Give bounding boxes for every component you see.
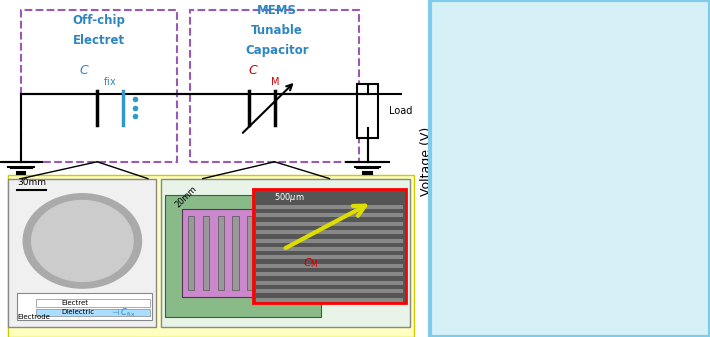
- Text: $C$: $C$: [248, 64, 259, 77]
- Bar: [256, 247, 403, 251]
- Bar: [256, 298, 403, 302]
- Bar: [256, 255, 403, 259]
- Text: 30mm: 30mm: [17, 178, 46, 187]
- Bar: [36, 309, 150, 316]
- Bar: [256, 281, 403, 285]
- Bar: [17, 293, 152, 320]
- Bar: [165, 195, 321, 317]
- Text: $\mathrm{M}$: $\mathrm{M}$: [270, 75, 279, 87]
- Bar: [256, 272, 403, 276]
- Text: 20mm: 20mm: [173, 184, 199, 210]
- Bar: [256, 205, 403, 209]
- Text: MEMS: MEMS: [257, 4, 297, 17]
- Text: Tunable: Tunable: [251, 24, 302, 37]
- Bar: [256, 239, 403, 243]
- Bar: [256, 230, 403, 234]
- Bar: [256, 289, 403, 293]
- Text: $\dashv C_\mathrm{fix}$: $\dashv C_\mathrm{fix}$: [110, 306, 135, 319]
- Bar: [182, 209, 275, 297]
- Y-axis label: Voltage (V): Voltage (V): [420, 127, 433, 196]
- X-axis label: Time (s): Time (s): [555, 314, 606, 327]
- Bar: [256, 264, 403, 268]
- Text: Off-chip: Off-chip: [73, 14, 126, 27]
- Text: Electret: Electret: [73, 34, 126, 47]
- Bar: [188, 216, 195, 290]
- FancyBboxPatch shape: [253, 189, 405, 303]
- Text: $C_\mathrm{M}$: $C_\mathrm{M}$: [302, 256, 318, 270]
- FancyBboxPatch shape: [160, 179, 410, 327]
- Bar: [203, 216, 209, 290]
- Bar: [256, 222, 403, 226]
- Bar: [357, 84, 378, 138]
- Text: Capacitor: Capacitor: [245, 44, 309, 57]
- Circle shape: [32, 201, 133, 281]
- Text: $\mathrm{fix}$: $\mathrm{fix}$: [103, 75, 116, 87]
- Text: Without Off-chip Electret: Without Off-chip Electret: [488, 162, 626, 284]
- Text: Electrode: Electrode: [17, 314, 50, 320]
- Bar: [256, 213, 403, 217]
- Bar: [36, 299, 150, 307]
- Text: 500$\mu$m: 500$\mu$m: [274, 191, 305, 204]
- Text: $C$: $C$: [79, 64, 90, 77]
- FancyBboxPatch shape: [9, 179, 156, 327]
- Circle shape: [23, 194, 141, 288]
- Bar: [247, 216, 253, 290]
- Text: Electret: Electret: [61, 300, 88, 306]
- Text: With Off-chip Electret: With Off-chip Electret: [500, 41, 670, 80]
- Bar: [232, 216, 239, 290]
- Text: Dielectric: Dielectric: [61, 309, 94, 315]
- Text: Load: Load: [388, 106, 412, 116]
- FancyBboxPatch shape: [9, 175, 414, 337]
- Bar: [217, 216, 224, 290]
